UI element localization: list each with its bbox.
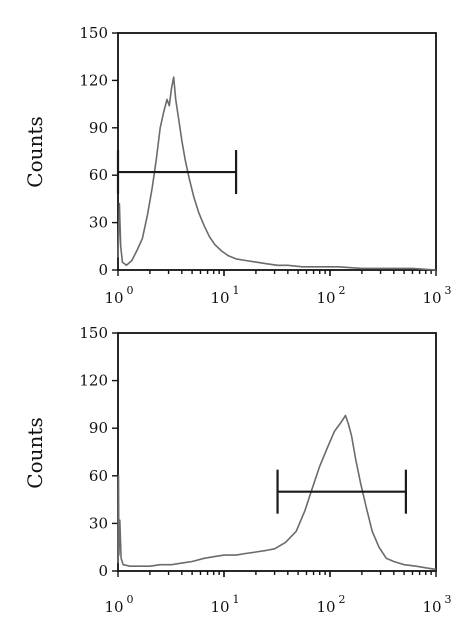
y-tick-label: 120 <box>79 372 108 390</box>
histogram-trace <box>117 76 437 271</box>
x-tick-label: 10 <box>210 289 229 307</box>
x-tick-label: 10 <box>422 289 441 307</box>
y-axis-label: Counts <box>23 116 47 187</box>
x-tick-label: 10 <box>316 598 335 616</box>
y-tick-label: 90 <box>89 119 108 137</box>
x-tick-exponent: 1 <box>233 593 240 606</box>
x-tick-label: 10 <box>104 289 123 307</box>
y-tick-label: 0 <box>98 261 108 279</box>
y-tick-label: 0 <box>98 562 108 580</box>
gate-marker <box>116 150 238 195</box>
y-axis-label: Counts <box>23 417 47 488</box>
x-tick-exponent: 2 <box>339 284 346 297</box>
y-tick-label: 150 <box>79 24 108 42</box>
histogram-panel-1: 0 30 60 90 120 150 10 0 10 1 10 2 10 3 Counts <box>23 24 452 307</box>
histogram-panel-2: 0 30 60 90 120 150 10 0 10 1 10 2 10 3 Counts <box>23 324 452 616</box>
x-tick-exponent: 3 <box>445 284 452 297</box>
y-tick-label: 30 <box>89 514 108 532</box>
y-tick-label: 120 <box>79 71 108 89</box>
x-tick-exponent: 1 <box>233 284 240 297</box>
x-tick-label: 10 <box>104 598 123 616</box>
y-tick-label: 60 <box>89 166 108 184</box>
x-tick-label: 10 <box>422 598 441 616</box>
plot-frame <box>117 332 437 572</box>
y-tick-label: 150 <box>79 324 108 342</box>
x-tick-exponent: 2 <box>339 593 346 606</box>
x-tick-label: 10 <box>316 289 335 307</box>
y-tick-label: 60 <box>89 467 108 485</box>
x-tick-exponent: 3 <box>445 593 452 606</box>
y-tick-label: 30 <box>89 214 108 232</box>
gate-marker <box>276 469 407 514</box>
x-tick-label: 10 <box>210 598 229 616</box>
plot-frame <box>117 32 437 271</box>
histogram-trace <box>117 414 437 571</box>
y-tick-label: 90 <box>89 419 108 437</box>
x-tick-exponent: 0 <box>127 593 134 606</box>
x-tick-exponent: 0 <box>127 284 134 297</box>
